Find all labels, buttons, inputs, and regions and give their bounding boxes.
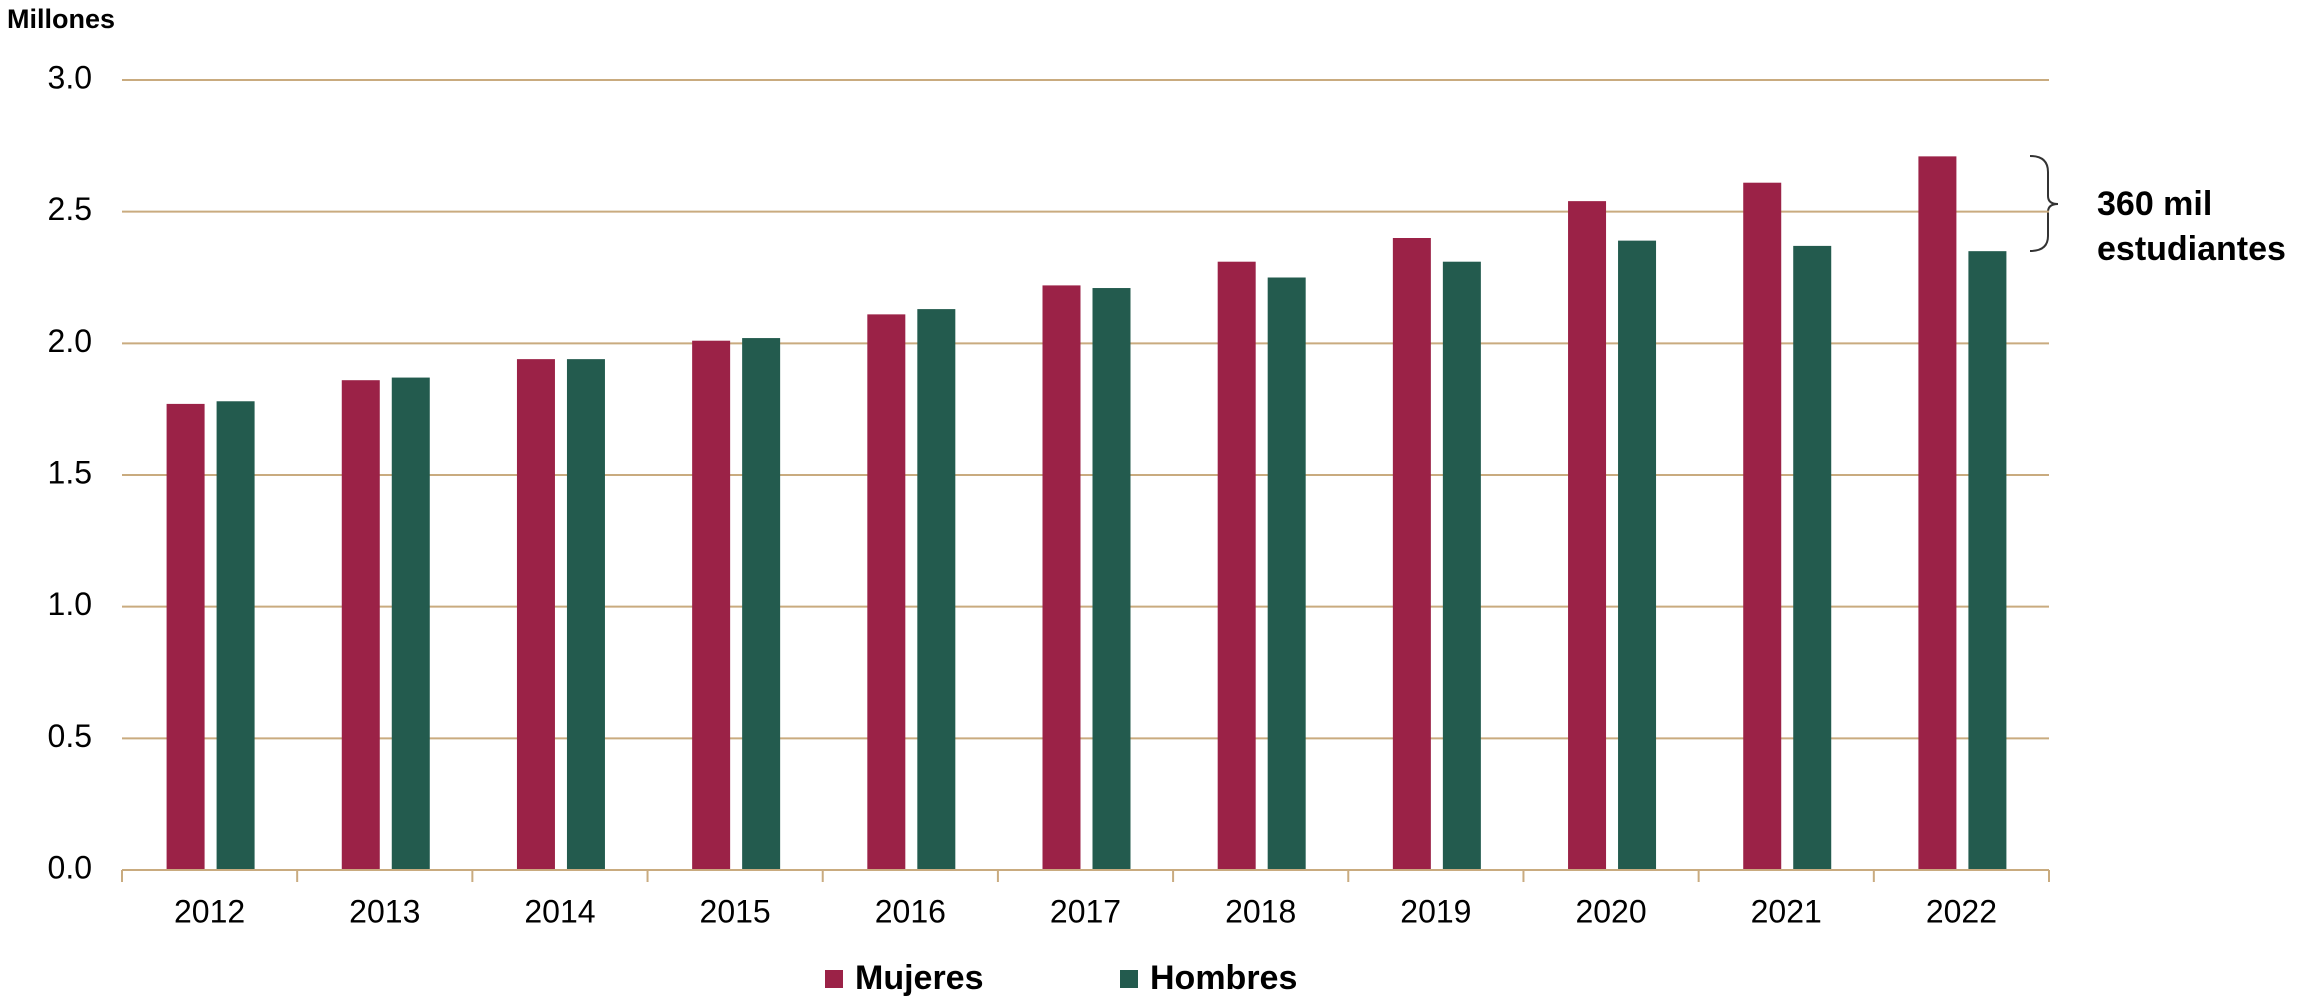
bar [1267,277,1306,870]
y-tick-label: 0.0 [48,849,92,885]
bar [1042,285,1081,870]
bar [1092,288,1131,870]
bar [1217,261,1256,870]
bar [1568,201,1607,871]
x-tick-label: 2020 [1575,893,1646,929]
legend-swatch [825,970,843,988]
y-tick-label: 1.0 [48,586,92,622]
legend-label: Hombres [1150,959,1297,997]
bar [1442,261,1481,870]
bar [692,340,731,870]
x-tick-label: 2016 [875,893,946,929]
y-tick-label: 2.0 [48,323,92,359]
x-tick-label: 2018 [1225,893,1296,929]
bar [742,338,781,871]
y-tick-label: 3.0 [48,59,92,95]
y-tick-label: 1.5 [48,454,92,490]
bar [1392,238,1431,870]
bar [1743,182,1782,870]
bar [917,309,956,871]
bar [1618,240,1657,871]
bar [1968,251,2007,870]
y-tick-label: 0.5 [48,718,92,754]
x-tick-label: 2017 [1050,893,1121,929]
x-tick-label: 2015 [700,893,771,929]
annotation: estudiantes [2097,230,2286,268]
bar [1918,156,1957,870]
annotation: 360 mil [2097,185,2212,223]
x-tick-label: 2013 [349,893,420,929]
legend-swatch [1120,970,1138,988]
y-axis-label: Millones [7,4,115,34]
x-tick-label: 2022 [1926,893,1997,929]
bar [566,359,605,870]
bar [391,377,430,870]
bar [341,380,380,870]
x-tick-label: 2014 [524,893,595,929]
x-tick-label: 2012 [174,893,245,929]
x-tick-label: 2021 [1751,893,1822,929]
annotation-brace [2029,155,2059,252]
x-tick-label: 2019 [1400,893,1471,929]
legend-label: Mujeres [855,959,984,997]
y-tick-label: 2.5 [48,191,92,227]
bar [1793,245,1832,870]
bar [166,403,205,870]
bar [516,359,555,870]
bar [216,401,255,870]
bar [867,314,906,870]
